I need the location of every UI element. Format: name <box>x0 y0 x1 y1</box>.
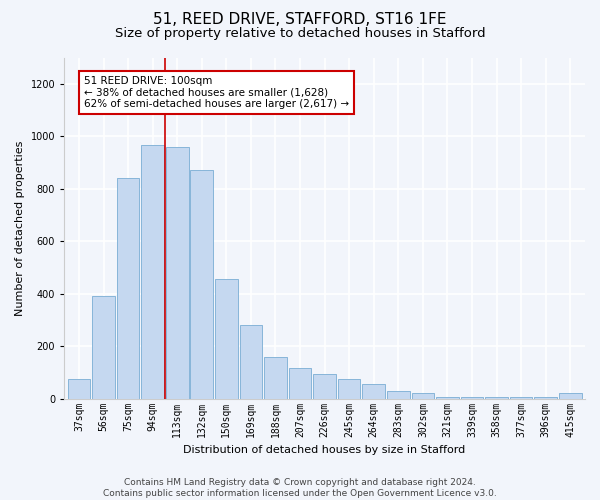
Bar <box>362 384 385 398</box>
Y-axis label: Number of detached properties: Number of detached properties <box>15 140 25 316</box>
Text: Contains HM Land Registry data © Crown copyright and database right 2024.
Contai: Contains HM Land Registry data © Crown c… <box>103 478 497 498</box>
Text: 51, REED DRIVE, STAFFORD, ST16 1FE: 51, REED DRIVE, STAFFORD, ST16 1FE <box>153 12 447 28</box>
Bar <box>289 368 311 398</box>
Text: Size of property relative to detached houses in Stafford: Size of property relative to detached ho… <box>115 28 485 40</box>
Bar <box>559 394 581 398</box>
Bar <box>215 279 238 398</box>
Bar <box>387 391 410 398</box>
Bar <box>313 374 336 398</box>
Bar <box>338 379 361 398</box>
X-axis label: Distribution of detached houses by size in Stafford: Distribution of detached houses by size … <box>184 445 466 455</box>
Bar <box>166 146 188 398</box>
Bar <box>68 379 90 398</box>
Bar <box>190 170 213 398</box>
Text: 51 REED DRIVE: 100sqm
← 38% of detached houses are smaller (1,628)
62% of semi-d: 51 REED DRIVE: 100sqm ← 38% of detached … <box>84 76 349 109</box>
Bar <box>412 394 434 398</box>
Bar <box>92 296 115 398</box>
Bar <box>117 178 139 398</box>
Bar <box>239 325 262 398</box>
Bar <box>264 356 287 399</box>
Bar <box>142 146 164 398</box>
